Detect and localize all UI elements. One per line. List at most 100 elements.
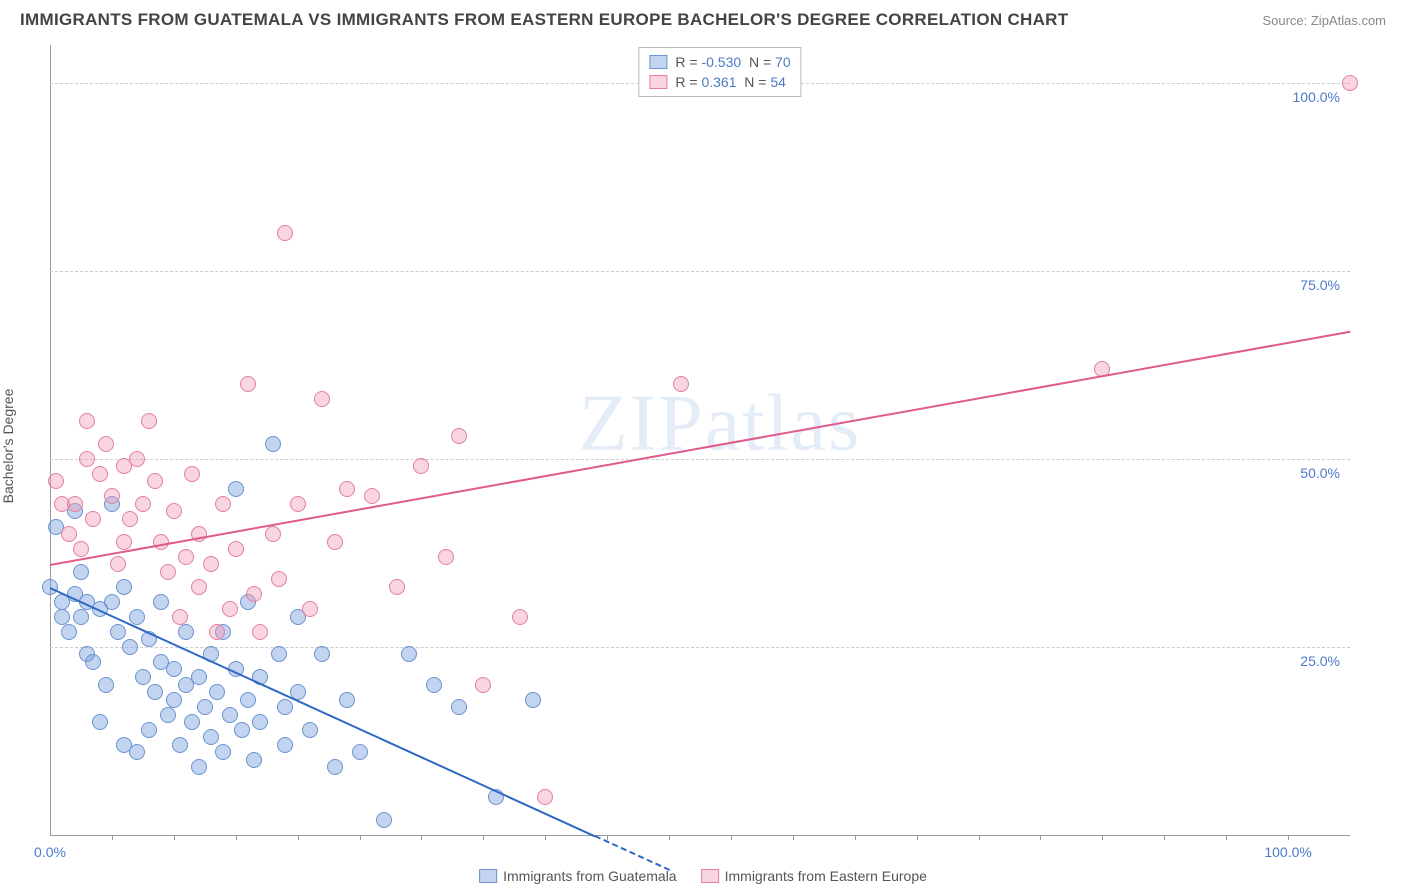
data-point xyxy=(215,744,231,760)
data-point xyxy=(240,376,256,392)
data-point xyxy=(147,684,163,700)
data-point xyxy=(191,669,207,685)
data-point xyxy=(209,684,225,700)
data-point xyxy=(98,436,114,452)
data-point xyxy=(73,564,89,580)
data-point xyxy=(376,812,392,828)
chart-plot-area: ZIPatlas 25.0%50.0%75.0%100.0%0.0%100.0%… xyxy=(50,45,1390,835)
data-point xyxy=(85,654,101,670)
data-point xyxy=(141,722,157,738)
gridline xyxy=(50,459,1350,460)
trend-line xyxy=(50,331,1350,566)
data-point xyxy=(389,579,405,595)
data-point xyxy=(327,759,343,775)
data-point xyxy=(129,744,145,760)
data-point xyxy=(122,639,138,655)
data-point xyxy=(135,496,151,512)
y-tick-label: 100.0% xyxy=(1293,89,1340,105)
data-point xyxy=(222,601,238,617)
data-point xyxy=(265,436,281,452)
data-point xyxy=(451,699,467,715)
legend-label: Immigrants from Eastern Europe xyxy=(725,868,927,884)
legend-item: Immigrants from Eastern Europe xyxy=(701,868,927,884)
data-point xyxy=(85,511,101,527)
data-point xyxy=(104,488,120,504)
data-point xyxy=(129,609,145,625)
legend-swatch-icon xyxy=(701,869,719,883)
data-point xyxy=(160,707,176,723)
data-point xyxy=(222,707,238,723)
data-point xyxy=(172,609,188,625)
data-point xyxy=(228,481,244,497)
data-point xyxy=(413,458,429,474)
data-point xyxy=(110,556,126,572)
data-point xyxy=(277,225,293,241)
data-point xyxy=(48,473,64,489)
data-point xyxy=(153,534,169,550)
data-point xyxy=(438,549,454,565)
y-tick-label: 75.0% xyxy=(1300,277,1340,293)
data-point xyxy=(302,722,318,738)
y-tick-label: 50.0% xyxy=(1300,465,1340,481)
data-point xyxy=(290,496,306,512)
data-point xyxy=(364,488,380,504)
data-point xyxy=(271,646,287,662)
gridline xyxy=(50,647,1350,648)
legend-swatch-icon xyxy=(649,55,667,69)
data-point xyxy=(339,692,355,708)
data-point xyxy=(451,428,467,444)
data-point xyxy=(203,729,219,745)
legend-swatch-icon xyxy=(649,75,667,89)
data-point xyxy=(537,789,553,805)
trend-line xyxy=(50,587,596,837)
data-point xyxy=(116,579,132,595)
data-point xyxy=(246,752,262,768)
data-point xyxy=(277,699,293,715)
data-point xyxy=(265,526,281,542)
data-point xyxy=(339,481,355,497)
data-point xyxy=(79,451,95,467)
data-point xyxy=(184,714,200,730)
data-point xyxy=(172,737,188,753)
data-point xyxy=(234,722,250,738)
data-point xyxy=(209,624,225,640)
legend-row: R = -0.530 N = 70 xyxy=(649,52,790,72)
y-axis-label: Bachelor's Degree xyxy=(0,389,16,504)
x-tick-label: 0.0% xyxy=(34,844,66,860)
gridline xyxy=(50,271,1350,272)
data-point xyxy=(92,466,108,482)
correlation-legend: R = -0.530 N = 70R = 0.361 N = 54 xyxy=(638,47,801,97)
data-point xyxy=(135,669,151,685)
data-point xyxy=(277,737,293,753)
data-point xyxy=(246,586,262,602)
y-tick-label: 25.0% xyxy=(1300,653,1340,669)
data-point xyxy=(147,473,163,489)
data-point xyxy=(240,692,256,708)
data-point xyxy=(673,376,689,392)
data-point xyxy=(122,511,138,527)
data-point xyxy=(73,609,89,625)
data-point xyxy=(61,624,77,640)
data-point xyxy=(178,624,194,640)
legend-row: R = 0.361 N = 54 xyxy=(649,72,790,92)
data-point xyxy=(184,466,200,482)
data-point xyxy=(160,564,176,580)
data-point xyxy=(197,699,213,715)
data-point xyxy=(92,714,108,730)
data-point xyxy=(153,594,169,610)
data-point xyxy=(54,609,70,625)
data-point xyxy=(203,556,219,572)
x-tick-label: 100.0% xyxy=(1264,844,1311,860)
data-point xyxy=(67,496,83,512)
data-point xyxy=(228,541,244,557)
data-point xyxy=(61,526,77,542)
data-point xyxy=(166,661,182,677)
data-point xyxy=(215,496,231,512)
data-point xyxy=(401,646,417,662)
data-point xyxy=(79,413,95,429)
data-point xyxy=(191,759,207,775)
chart-title: IMMIGRANTS FROM GUATEMALA VS IMMIGRANTS … xyxy=(20,10,1068,30)
data-point xyxy=(314,646,330,662)
data-point xyxy=(166,692,182,708)
data-point xyxy=(104,594,120,610)
